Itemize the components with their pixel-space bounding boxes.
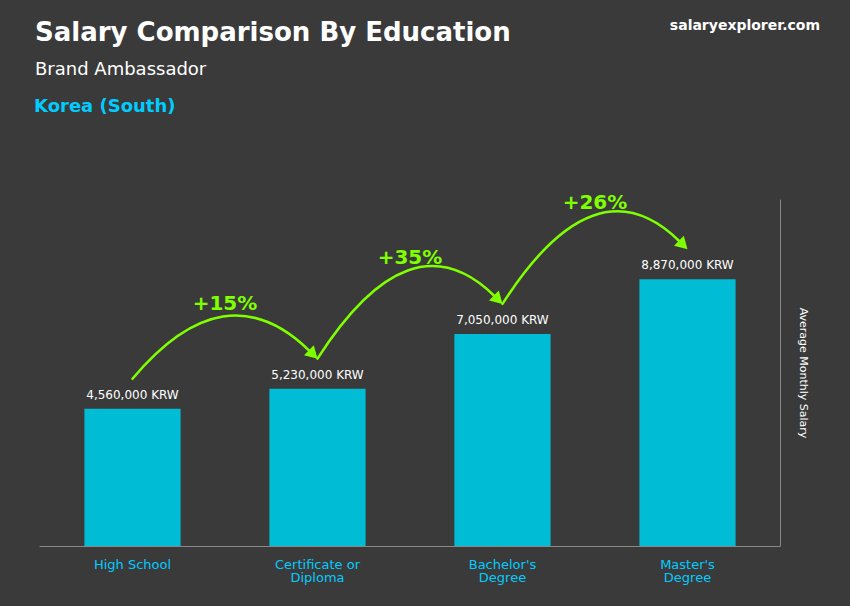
svg-text:7,050,000 KRW: 7,050,000 KRW (456, 313, 549, 327)
svg-text:Brand Ambassador: Brand Ambassador (35, 58, 207, 79)
svg-text:Certificate or: Certificate or (275, 557, 360, 572)
svg-text:8,870,000 KRW: 8,870,000 KRW (641, 258, 734, 272)
svg-text:Degree: Degree (479, 570, 526, 585)
svg-text:Korea (South): Korea (South) (34, 95, 176, 116)
svg-text:Degree: Degree (664, 570, 711, 585)
svg-text:Average Monthly Salary: Average Monthly Salary (797, 308, 810, 439)
svg-text:Diploma: Diploma (290, 570, 344, 585)
svg-text:High School: High School (94, 557, 171, 572)
svg-text:Master's: Master's (660, 557, 715, 572)
svg-text:+15%: +15% (193, 291, 258, 315)
svg-text:5,230,000 KRW: 5,230,000 KRW (271, 368, 364, 382)
svg-text:salaryexplorer.com: salaryexplorer.com (670, 17, 820, 33)
svg-text:4,560,000 KRW: 4,560,000 KRW (86, 388, 179, 402)
svg-text:Salary Comparison By Education: Salary Comparison By Education (35, 17, 511, 47)
svg-text:Bachelor's: Bachelor's (468, 557, 537, 572)
svg-text:+26%: +26% (563, 190, 628, 214)
svg-text:+35%: +35% (378, 245, 443, 269)
